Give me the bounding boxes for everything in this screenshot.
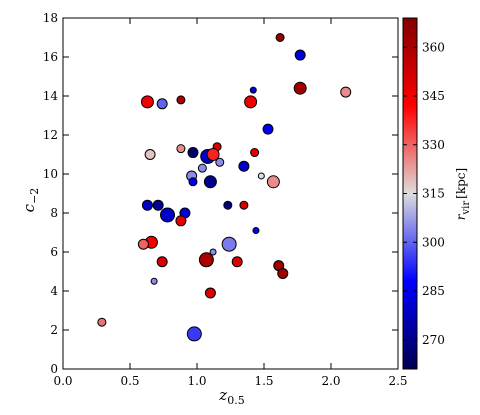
point <box>186 326 202 342</box>
point <box>176 95 186 105</box>
cbar-label-main: r <box>454 213 468 220</box>
y-tick-label: 18 <box>43 11 58 25</box>
point <box>156 256 168 268</box>
point <box>204 287 216 299</box>
y-tick-label: 12 <box>43 128 58 142</box>
y-tick-label: 16 <box>43 50 58 64</box>
point <box>141 199 153 211</box>
x-tick-label: 1.5 <box>254 374 273 388</box>
x-tick-label: 2.5 <box>388 374 407 388</box>
cbar-label-unit: [kpc] <box>454 168 468 199</box>
point <box>238 160 250 172</box>
plot-frame <box>62 17 399 370</box>
colorbar-label: rvir [kpc] <box>454 168 472 220</box>
point <box>206 148 220 161</box>
point <box>244 95 258 109</box>
point <box>294 49 306 61</box>
point <box>231 256 243 268</box>
colorbar-tick-label: 345 <box>422 89 445 103</box>
x-tick-label: 0.5 <box>120 374 139 388</box>
y-label-sub: −2 <box>28 188 41 204</box>
point <box>198 252 214 268</box>
point <box>176 144 186 154</box>
point <box>203 175 217 189</box>
point <box>257 172 265 180</box>
point <box>252 227 260 235</box>
colorbar-tick-label: 270 <box>422 333 445 347</box>
x-tick-label: 0.0 <box>53 374 72 388</box>
colorbar-tick-label: 300 <box>422 235 445 249</box>
point <box>275 33 285 42</box>
x-tick-label: 1.0 <box>187 374 206 388</box>
y-label-main: c <box>20 203 38 212</box>
cbar-label-sub: vir <box>461 201 472 216</box>
point <box>223 200 233 210</box>
x-label-sub: 0.5 <box>227 394 245 407</box>
point <box>277 267 289 279</box>
colorbar-tick-label: 285 <box>422 284 445 298</box>
point <box>215 157 225 167</box>
point <box>150 277 158 285</box>
point <box>144 149 156 160</box>
x-label-main: z <box>218 386 227 404</box>
y-tick-label: 4 <box>50 284 58 298</box>
colorbar-tick-label: 360 <box>422 40 445 54</box>
point <box>293 81 307 95</box>
point <box>249 86 257 94</box>
y-tick-label: 10 <box>43 167 58 181</box>
y-tick-label: 14 <box>43 89 59 103</box>
point <box>152 199 164 211</box>
point <box>266 175 280 189</box>
point <box>262 123 274 135</box>
y-tick-label: 6 <box>50 245 58 259</box>
y-tick-label: 8 <box>50 206 58 220</box>
point <box>239 200 249 210</box>
point <box>209 248 217 256</box>
point <box>340 86 352 98</box>
point <box>160 207 176 223</box>
point <box>175 215 187 227</box>
x-axis-label: z0.5 <box>218 386 244 407</box>
y-tick-label: 0 <box>50 362 58 376</box>
point <box>137 238 149 250</box>
colorbar-tick-label: 315 <box>422 187 445 201</box>
point <box>156 98 168 110</box>
y-tick-label: 2 <box>50 323 58 337</box>
point <box>140 95 154 109</box>
x-tick-label: 2.0 <box>321 374 340 388</box>
point <box>188 177 198 187</box>
y-axis-label: c−2 <box>20 188 41 213</box>
point <box>221 236 237 252</box>
point <box>250 148 260 158</box>
colorbar-tick-label: 330 <box>422 138 445 152</box>
point <box>97 317 107 327</box>
point <box>187 147 199 159</box>
point <box>197 163 207 173</box>
